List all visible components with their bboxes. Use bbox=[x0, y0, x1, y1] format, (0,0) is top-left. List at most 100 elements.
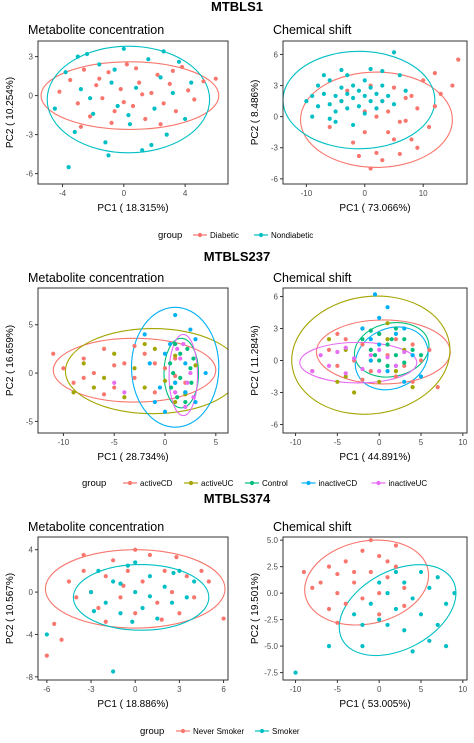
data-point bbox=[435, 385, 440, 390]
pca-panel bbox=[35, 287, 229, 436]
data-point bbox=[130, 619, 135, 624]
data-point bbox=[360, 326, 365, 331]
confidence-ellipse bbox=[299, 71, 453, 168]
y-axis-title: PC2 ( 8.486%) bbox=[250, 80, 261, 146]
data-point bbox=[112, 67, 117, 72]
data-point bbox=[452, 591, 457, 596]
data-point bbox=[374, 106, 379, 111]
confidence-ellipse bbox=[291, 295, 451, 415]
data-point bbox=[173, 341, 178, 347]
data-point bbox=[374, 150, 379, 156]
data-point bbox=[112, 363, 117, 368]
x-axis-title: PC1 ( 44.891%) bbox=[339, 452, 410, 463]
data-point bbox=[362, 93, 367, 99]
data-point bbox=[360, 622, 365, 628]
data-point bbox=[318, 580, 323, 585]
data-point bbox=[125, 563, 130, 568]
data-point bbox=[91, 111, 96, 116]
data-point bbox=[152, 390, 157, 395]
data-point bbox=[310, 114, 315, 119]
data-point bbox=[147, 594, 153, 599]
data-point bbox=[410, 353, 415, 358]
panel-title: Metabolite concentration bbox=[28, 271, 164, 285]
data-point bbox=[377, 369, 382, 374]
data-point bbox=[221, 616, 226, 621]
data-point bbox=[178, 356, 183, 361]
data-point bbox=[169, 600, 175, 605]
data-point bbox=[175, 395, 180, 400]
data-point bbox=[335, 571, 340, 577]
y-tick-label: 6 bbox=[274, 50, 279, 59]
data-point bbox=[66, 579, 72, 584]
data-point bbox=[158, 122, 163, 127]
data-point bbox=[182, 116, 188, 122]
data-point bbox=[103, 574, 108, 579]
data-point bbox=[385, 575, 390, 580]
data-point bbox=[397, 151, 402, 157]
data-point bbox=[402, 580, 407, 585]
data-point bbox=[339, 99, 344, 104]
y-tick-label: 0 bbox=[29, 92, 34, 101]
data-point bbox=[315, 104, 321, 109]
data-point bbox=[397, 119, 402, 124]
data-point bbox=[167, 81, 172, 86]
data-point bbox=[133, 85, 139, 90]
data-point bbox=[179, 64, 185, 70]
data-point bbox=[356, 104, 362, 109]
data-point bbox=[146, 57, 151, 62]
data-point bbox=[360, 366, 365, 372]
data-point bbox=[356, 153, 362, 159]
legend-label: activeCD bbox=[140, 479, 173, 488]
data-point bbox=[170, 90, 175, 96]
data-point bbox=[368, 66, 373, 72]
plot-area bbox=[44, 547, 226, 674]
y-tick-label: 5.0 bbox=[267, 536, 279, 545]
data-point bbox=[101, 375, 107, 380]
data-point bbox=[192, 97, 197, 102]
data-point bbox=[385, 305, 390, 310]
data-point bbox=[169, 589, 175, 595]
data-point bbox=[327, 78, 332, 83]
data-point bbox=[402, 585, 407, 590]
data-point bbox=[178, 375, 183, 380]
data-point bbox=[169, 385, 174, 390]
data-point bbox=[51, 351, 56, 356]
data-point bbox=[97, 76, 102, 81]
data-point bbox=[450, 83, 455, 88]
data-point bbox=[326, 347, 332, 352]
x-tick-label: 10 bbox=[458, 438, 467, 447]
data-point bbox=[377, 342, 382, 347]
data-point bbox=[368, 85, 373, 90]
y-tick-label: -6 bbox=[271, 420, 279, 429]
data-point bbox=[410, 347, 415, 352]
data-point bbox=[377, 315, 382, 320]
x-tick-label: 10 bbox=[458, 685, 467, 694]
data-point bbox=[72, 129, 77, 135]
data-point bbox=[343, 345, 348, 350]
data-point bbox=[184, 574, 189, 579]
data-point bbox=[174, 555, 179, 560]
pca-panel bbox=[35, 536, 229, 683]
y-tick-label: -3 bbox=[26, 131, 34, 140]
data-point bbox=[118, 87, 123, 92]
data-point bbox=[432, 71, 437, 76]
data-point bbox=[167, 361, 173, 366]
data-point bbox=[321, 73, 326, 78]
data-point bbox=[81, 375, 86, 380]
data-point bbox=[191, 356, 196, 361]
confidence-ellipse bbox=[52, 337, 217, 403]
data-point bbox=[327, 102, 332, 107]
data-point bbox=[318, 353, 323, 358]
data-point bbox=[380, 99, 385, 104]
legend-title: group bbox=[158, 230, 182, 241]
data-point bbox=[162, 378, 168, 383]
data-point bbox=[181, 341, 186, 347]
data-point bbox=[188, 370, 193, 376]
data-point bbox=[326, 363, 332, 368]
data-point bbox=[310, 93, 315, 99]
x-tick-label: 5 bbox=[214, 438, 219, 447]
data-point bbox=[66, 165, 71, 170]
data-point bbox=[173, 312, 178, 318]
x-tick-label: -5 bbox=[334, 438, 342, 447]
data-point bbox=[203, 370, 208, 376]
